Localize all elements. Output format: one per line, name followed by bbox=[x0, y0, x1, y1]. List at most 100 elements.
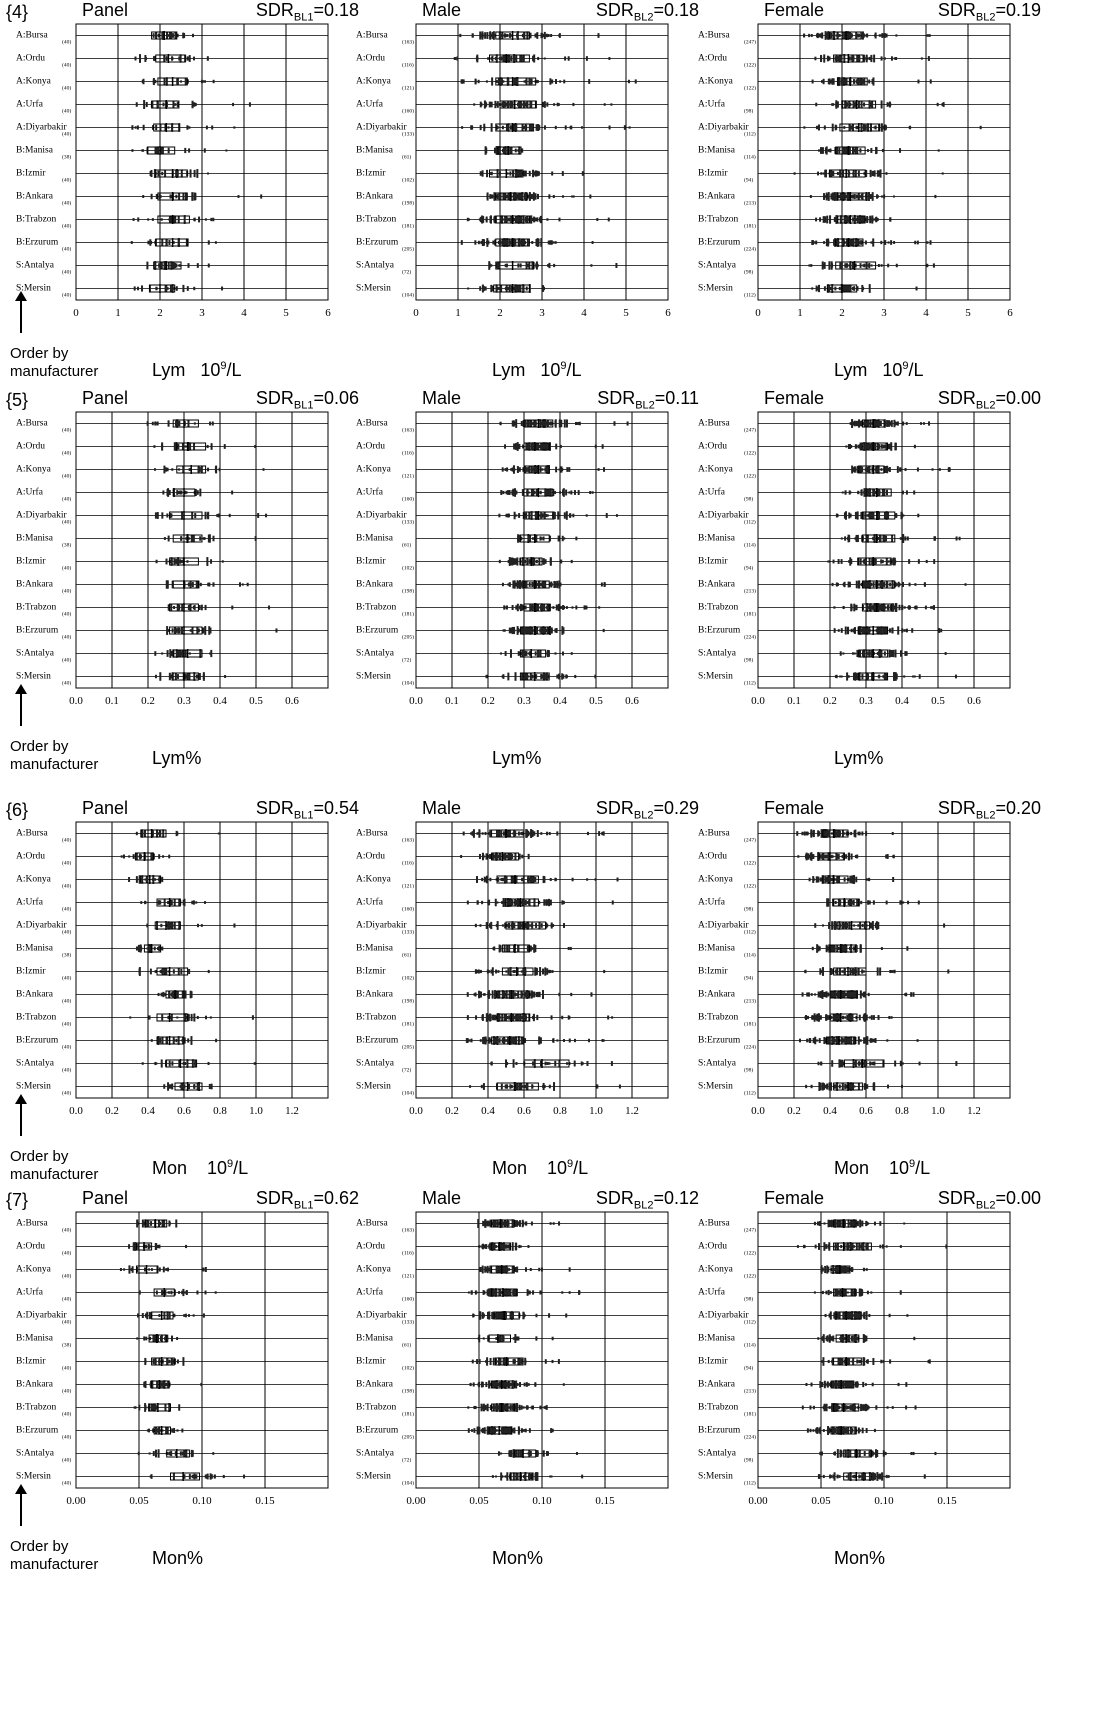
data-point bbox=[840, 54, 843, 63]
data-point bbox=[887, 467, 890, 472]
data-point bbox=[185, 674, 188, 679]
data-point bbox=[131, 1266, 134, 1273]
data-point bbox=[859, 558, 862, 565]
data-point bbox=[167, 1291, 170, 1294]
data-point bbox=[154, 1334, 157, 1343]
data-point bbox=[179, 651, 182, 656]
data-point bbox=[194, 192, 197, 201]
data-point bbox=[859, 944, 862, 953]
data-point bbox=[836, 582, 839, 587]
data-point bbox=[140, 901, 143, 904]
data-point bbox=[485, 216, 488, 223]
data-point bbox=[507, 672, 510, 681]
data-point bbox=[886, 489, 889, 496]
data-point bbox=[248, 102, 251, 107]
data-point bbox=[156, 1380, 159, 1389]
data-point bbox=[140, 946, 143, 951]
sdr-label: SDRBL2=0.20 bbox=[938, 798, 1041, 822]
data-point bbox=[543, 512, 546, 519]
data-point bbox=[481, 215, 484, 224]
sample-size-label: (40) bbox=[62, 1457, 71, 1464]
data-point bbox=[145, 57, 148, 60]
data-point bbox=[210, 217, 213, 222]
iqr-box bbox=[833, 898, 860, 907]
data-point bbox=[498, 1038, 501, 1043]
data-point bbox=[518, 100, 521, 109]
data-point bbox=[847, 675, 850, 678]
data-point bbox=[883, 674, 886, 679]
sample-size-label: (181) bbox=[744, 611, 756, 618]
data-point bbox=[209, 421, 212, 426]
data-point bbox=[546, 649, 549, 658]
data-point bbox=[164, 123, 167, 132]
data-point bbox=[866, 123, 869, 132]
data-point bbox=[796, 831, 799, 836]
data-point bbox=[537, 238, 540, 247]
data-point bbox=[878, 124, 881, 131]
data-point bbox=[176, 674, 179, 679]
data-point bbox=[185, 491, 188, 494]
x-tick-label: 0.2 bbox=[141, 695, 155, 707]
plot-frame bbox=[75, 411, 329, 689]
category-label: B:Erzurum bbox=[16, 1426, 59, 1436]
data-point bbox=[862, 124, 865, 131]
category-label: A:Urfa bbox=[698, 99, 726, 110]
data-point bbox=[527, 830, 530, 837]
data-point bbox=[881, 559, 884, 564]
data-point bbox=[165, 558, 168, 565]
data-point bbox=[128, 855, 131, 858]
data-point bbox=[542, 536, 545, 541]
data-point bbox=[175, 990, 178, 999]
data-point bbox=[486, 1220, 489, 1227]
data-point bbox=[488, 832, 491, 835]
data-point bbox=[546, 465, 549, 474]
data-point bbox=[167, 1267, 170, 1272]
data-point bbox=[158, 854, 161, 859]
data-point bbox=[166, 580, 169, 589]
data-point bbox=[490, 969, 493, 974]
x-tick-label: 1 bbox=[797, 307, 803, 319]
data-point bbox=[172, 969, 175, 974]
data-point bbox=[513, 286, 516, 291]
data-point bbox=[852, 421, 855, 426]
panel-female: Female SDRBL2=0.00 0.0 0.1 0.2 0.3 0.4 0.5 0.6 A:… bbox=[682, 388, 1047, 818]
data-point bbox=[828, 1082, 831, 1091]
data-point bbox=[522, 876, 525, 883]
data-point bbox=[168, 489, 171, 496]
data-point bbox=[847, 852, 850, 861]
data-point bbox=[901, 1084, 904, 1089]
data-point bbox=[473, 103, 476, 106]
data-point bbox=[857, 1036, 860, 1045]
data-point bbox=[582, 171, 585, 176]
data-point bbox=[879, 604, 882, 611]
data-point bbox=[943, 923, 946, 928]
x-axis-label-unit: /L bbox=[908, 360, 924, 380]
category-label: B:Ankara bbox=[356, 580, 394, 590]
data-point bbox=[521, 192, 524, 201]
data-point bbox=[873, 419, 876, 428]
data-point bbox=[168, 1220, 171, 1227]
data-point bbox=[925, 241, 928, 244]
data-point bbox=[544, 1061, 547, 1066]
x-axis-label-main: Lym 10 bbox=[834, 360, 903, 380]
category-label: S:Antalya bbox=[356, 649, 395, 659]
data-point bbox=[521, 877, 524, 882]
data-point bbox=[525, 125, 528, 130]
data-point bbox=[551, 171, 554, 176]
data-point bbox=[873, 126, 876, 129]
data-point bbox=[494, 853, 497, 860]
data-point bbox=[483, 286, 486, 291]
data-point bbox=[506, 1084, 509, 1089]
data-point bbox=[514, 898, 517, 907]
data-point bbox=[518, 146, 521, 155]
data-point bbox=[616, 877, 619, 882]
data-point bbox=[533, 216, 536, 223]
data-point bbox=[184, 192, 187, 201]
data-point bbox=[837, 238, 840, 247]
iqr-box bbox=[835, 146, 866, 155]
data-point bbox=[820, 80, 823, 83]
data-point bbox=[150, 1474, 153, 1479]
sample-size-label: (98) bbox=[744, 269, 753, 276]
data-point bbox=[853, 79, 856, 84]
data-point bbox=[168, 1403, 171, 1412]
